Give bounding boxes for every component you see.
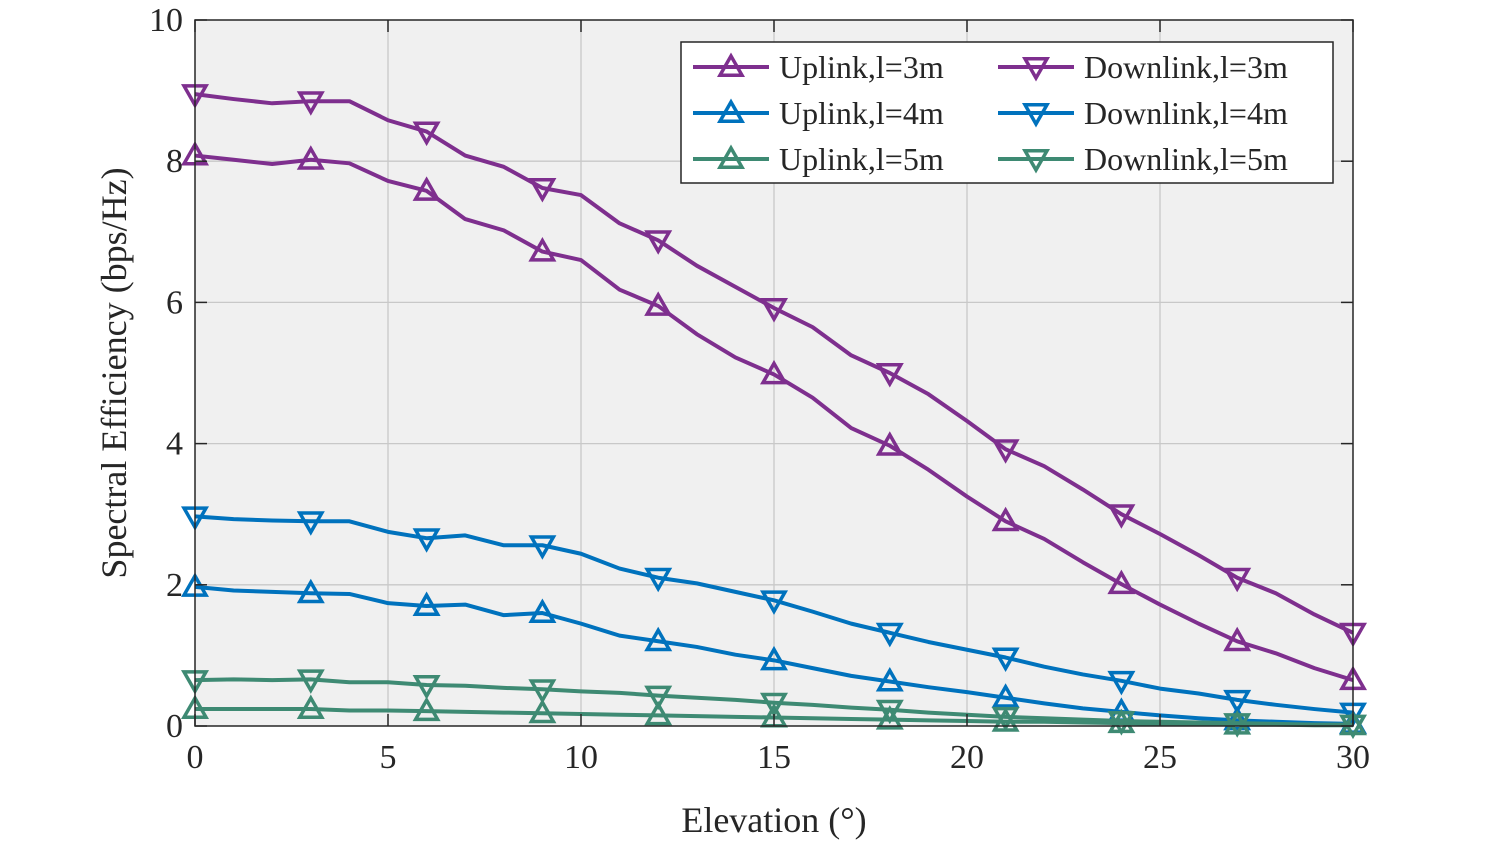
- data-point: [644, 700, 673, 726]
- legend-label: Downlink,l=5m: [1084, 141, 1288, 177]
- data-point: [991, 706, 1020, 732]
- data-point: [644, 685, 673, 711]
- data-point: [1107, 670, 1136, 696]
- legend-item: Uplink,l=3m: [693, 49, 944, 85]
- data-point: [296, 694, 325, 720]
- x-tick-label: 30: [1336, 739, 1370, 776]
- data-point: [759, 645, 789, 671]
- legend-item: Downlink,l=3m: [998, 49, 1288, 85]
- data-point: [991, 506, 1020, 532]
- x-tick-label: 15: [757, 739, 791, 776]
- y-tick-label: 6: [166, 284, 183, 321]
- data-point: [1107, 711, 1136, 736]
- legend-item: Downlink,l=4m: [998, 95, 1288, 131]
- data-point: [1223, 705, 1252, 731]
- data-point: [296, 91, 325, 116]
- data-point: [991, 647, 1020, 673]
- y-tick-label: 4: [166, 426, 183, 463]
- data-point: [528, 698, 557, 724]
- legend-marker: [1021, 57, 1051, 82]
- legend-label: Uplink,l=5m: [779, 141, 944, 177]
- data-point: [412, 528, 441, 553]
- legend-marker: [716, 98, 746, 123]
- y-tick-label: 8: [166, 143, 183, 180]
- data-point: [528, 237, 557, 262]
- data-point: [296, 578, 325, 604]
- series-line: [194, 153, 1354, 683]
- data-point: [644, 291, 673, 316]
- legend-item: Downlink,l=5m: [998, 141, 1288, 177]
- legend-label: Uplink,l=4m: [779, 95, 944, 131]
- data-point: [991, 439, 1020, 464]
- data-point: [528, 679, 557, 704]
- y-tick-label: 10: [149, 2, 183, 39]
- legend-marker: [1021, 103, 1051, 128]
- y-tick-label: 2: [166, 567, 183, 604]
- data-point: [528, 178, 557, 203]
- legend: Uplink,l=3m Uplink,l=4m Uplink,l=5m Downlin…: [680, 41, 1334, 184]
- x-tick-label: 25: [1143, 739, 1177, 776]
- data-point: [1223, 626, 1252, 652]
- y-axis-label: Spectral Efficiency (bps/Hz): [94, 167, 134, 578]
- x-tick-label: 0: [187, 739, 204, 776]
- x-tick-label: 20: [950, 739, 984, 776]
- x-tick-label: 10: [564, 739, 598, 776]
- data-point: [875, 699, 904, 725]
- series-line: [194, 514, 1354, 715]
- data-point: [1223, 713, 1252, 738]
- axis-ticks: 0 5 10 15 20 25 30 0 2 4 6 8 10: [149, 2, 1370, 776]
- data-point: [528, 598, 557, 624]
- legend-label: Uplink,l=3m: [779, 49, 944, 85]
- series-downlink-l-3m: [180, 84, 1368, 648]
- data-point: [644, 230, 673, 255]
- data-point: [991, 683, 1020, 708]
- legend-label: Downlink,l=3m: [1084, 49, 1288, 85]
- data-point: [875, 363, 904, 388]
- data-point: [759, 298, 789, 323]
- data-point: [412, 176, 441, 201]
- legend-item: Uplink,l=4m: [693, 95, 944, 131]
- data-point: [759, 359, 789, 385]
- data-point: [875, 666, 904, 692]
- legend-marker: [716, 52, 746, 77]
- data-point: [1107, 504, 1136, 529]
- data-point: [1107, 569, 1136, 595]
- legend-marker: [1021, 149, 1051, 174]
- data-point: [759, 692, 789, 718]
- data-point: [412, 696, 441, 722]
- data-point: [528, 535, 557, 560]
- x-tick-label: 5: [380, 739, 397, 776]
- y-tick-label: 0: [166, 708, 183, 745]
- data-point: [296, 511, 325, 536]
- data-point: [412, 675, 441, 700]
- legend-label: Downlink,l=4m: [1084, 95, 1288, 131]
- data-point: [875, 431, 904, 456]
- data-point: [875, 705, 904, 730]
- data-point: [296, 145, 325, 170]
- data-point: [296, 669, 325, 694]
- data-point: [1223, 689, 1252, 715]
- data-point: [644, 626, 673, 652]
- x-axis-label: Elevation (°): [681, 800, 866, 840]
- data-point: [412, 591, 441, 616]
- data-point: [1223, 567, 1252, 593]
- data-point: [412, 121, 441, 147]
- data-point: [644, 567, 673, 593]
- data-point: [759, 590, 789, 615]
- legend-item: Uplink,l=5m: [693, 141, 944, 177]
- legend-marker: [716, 144, 746, 169]
- series-line: [194, 92, 1354, 635]
- data-point: [875, 622, 904, 648]
